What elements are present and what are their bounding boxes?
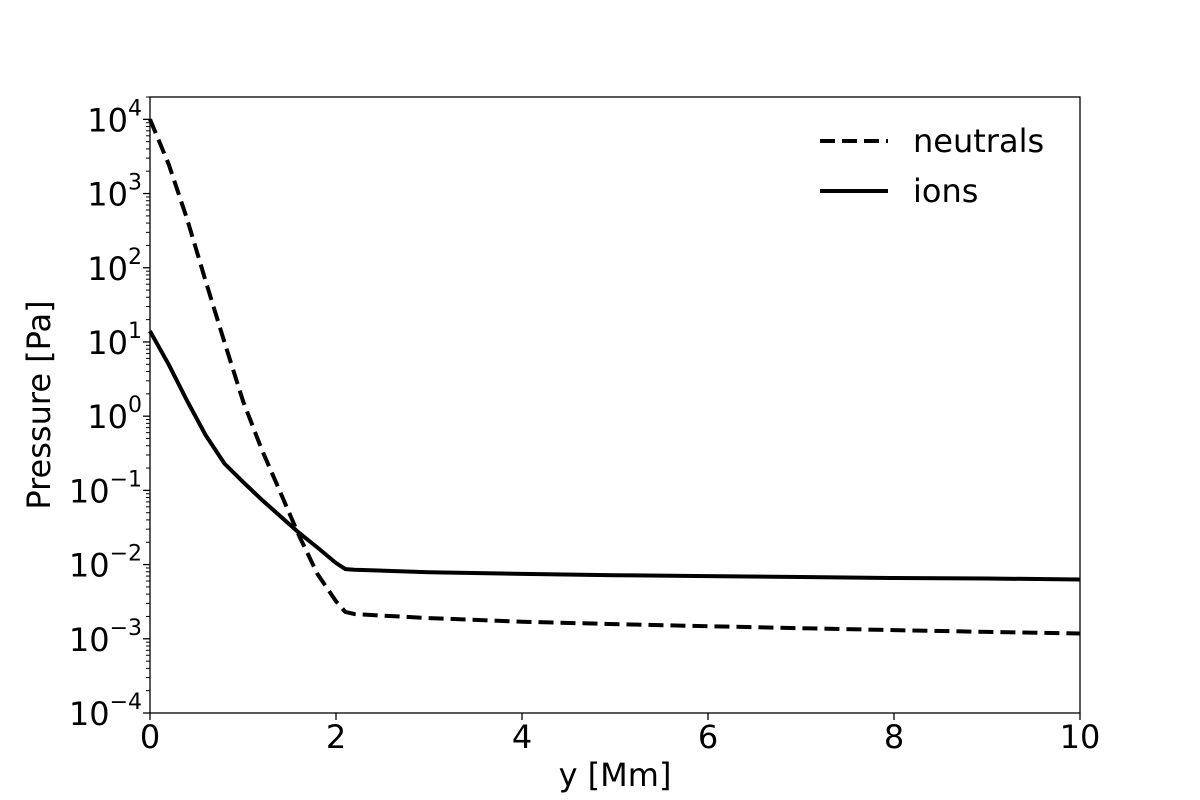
y-tick-label: 102 bbox=[87, 245, 142, 288]
x-axis-label: y [Mm] bbox=[559, 756, 672, 794]
series-line-neutrals bbox=[148, 118, 1081, 636]
y-tick-base: 10 bbox=[69, 621, 110, 659]
x-tick-label: 4 bbox=[512, 718, 532, 756]
y-tick-exponent: 1 bbox=[128, 319, 142, 344]
legend-label-neutrals: neutrals bbox=[913, 122, 1044, 160]
y-tick-label: 104 bbox=[87, 96, 142, 139]
y-tick-label: 100 bbox=[87, 393, 142, 436]
series-line-ions bbox=[148, 330, 1081, 582]
y-tick-exponent: 4 bbox=[128, 96, 142, 121]
y-tick-exponent: 3 bbox=[128, 171, 142, 196]
y-tick-base: 10 bbox=[87, 398, 128, 436]
legend: neutrals ions bbox=[820, 122, 1044, 210]
y-tick-label: 101 bbox=[87, 319, 142, 362]
y-tick-base: 10 bbox=[69, 547, 110, 585]
y-axis-label: Pressure [Pa] bbox=[20, 300, 58, 509]
y-tick-exponent: −1 bbox=[110, 467, 142, 492]
y-tick-label: 10−4 bbox=[69, 690, 142, 733]
y-tick-base: 10 bbox=[87, 101, 128, 139]
y-tick-base: 10 bbox=[69, 472, 110, 510]
y-tick-exponent: 0 bbox=[128, 393, 142, 418]
y-tick-exponent: −4 bbox=[110, 690, 142, 715]
y-tick-label: 10−1 bbox=[69, 467, 142, 510]
y-tick-base: 10 bbox=[69, 695, 110, 733]
series-layer bbox=[148, 118, 1081, 636]
x-tick-label: 10 bbox=[1060, 718, 1101, 756]
x-axis-ticks: 0 2 4 6 8 10 bbox=[140, 713, 1101, 756]
y-tick-exponent: 2 bbox=[128, 245, 142, 270]
y-tick-base: 10 bbox=[87, 324, 128, 362]
x-tick-label: 6 bbox=[698, 718, 718, 756]
axes-frame bbox=[149, 96, 1081, 714]
x-tick-label: 8 bbox=[884, 718, 904, 756]
y-tick-label: 103 bbox=[87, 171, 142, 214]
y-tick-exponent: −2 bbox=[110, 542, 142, 567]
legend-label-ions: ions bbox=[913, 172, 978, 210]
x-tick-label: 0 bbox=[140, 718, 160, 756]
y-tick-base: 10 bbox=[87, 176, 128, 214]
y-tick-base: 10 bbox=[87, 250, 128, 288]
x-tick-label: 2 bbox=[326, 718, 346, 756]
y-tick-label: 10−2 bbox=[69, 542, 142, 585]
y-tick-exponent: −3 bbox=[110, 616, 142, 641]
y-tick-label: 10−3 bbox=[69, 616, 142, 659]
